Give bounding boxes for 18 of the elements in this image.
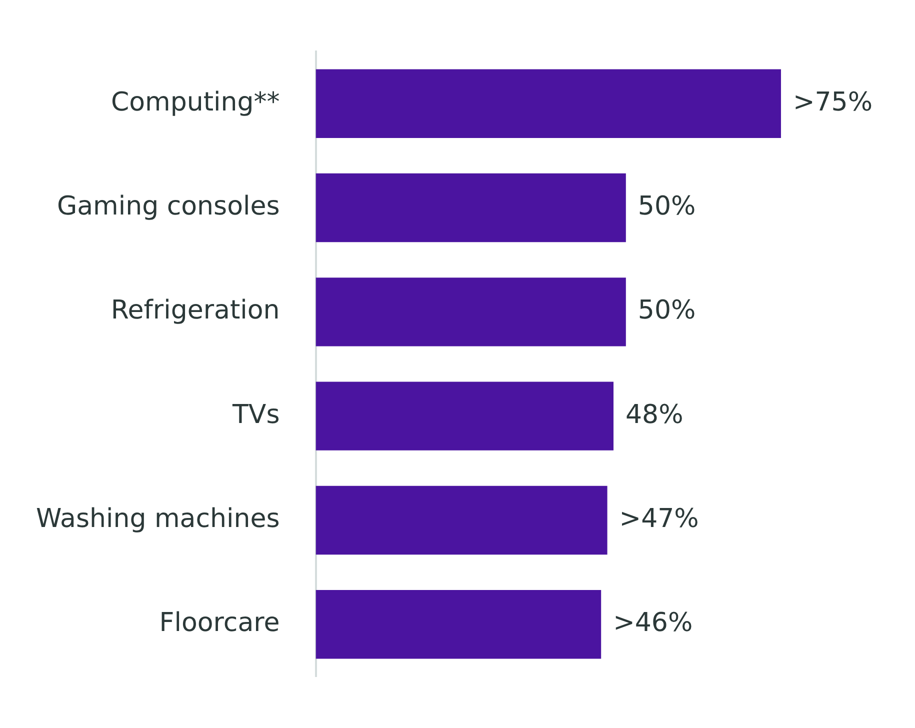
bar: [316, 173, 626, 242]
bar: [316, 382, 614, 450]
data-label: >75%: [792, 87, 873, 118]
data-label: 50%: [638, 296, 696, 326]
y-tick-label: Washing machines: [36, 504, 280, 534]
data-label: >46%: [613, 608, 693, 638]
y-tick-label: Floorcare: [159, 608, 280, 638]
data-label: >47%: [619, 504, 699, 534]
bar: [316, 486, 608, 555]
data-label: 50%: [638, 192, 696, 222]
bar: [316, 278, 626, 346]
data-label: 48%: [626, 400, 684, 430]
y-tick-label: Gaming consoles: [56, 192, 280, 222]
y-tick-label: Refrigeration: [110, 296, 280, 326]
bar: [316, 590, 602, 659]
y-tick-label: TVs: [232, 400, 280, 430]
y-tick-label: Computing**: [110, 87, 280, 118]
bar: [316, 69, 781, 138]
